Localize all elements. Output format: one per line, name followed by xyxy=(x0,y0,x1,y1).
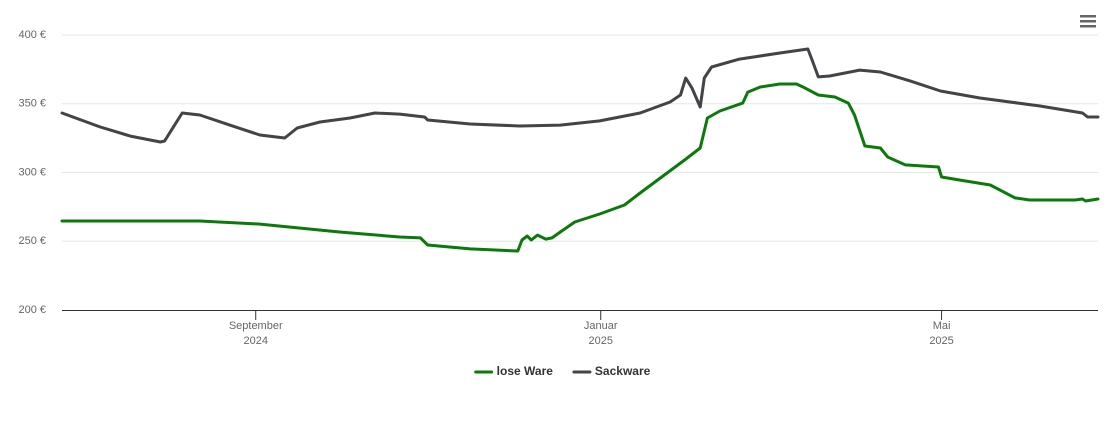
menu-bar xyxy=(1080,25,1096,28)
series-line xyxy=(60,82,1100,253)
x-tick-label: September 2024 xyxy=(229,320,283,347)
x-tick-label: Mai 2025 xyxy=(929,320,953,347)
legend-label: Sackware xyxy=(595,364,651,378)
menu-button[interactable] xyxy=(1080,15,1096,28)
series-line xyxy=(60,47,1100,144)
legend-label: lose Ware xyxy=(497,364,554,378)
y-tick-label: 350 € xyxy=(18,98,46,110)
y-tick-label: 200 € xyxy=(18,304,46,316)
menu-bar xyxy=(1080,15,1096,18)
y-tick-label: 400 € xyxy=(18,29,46,41)
legend-item[interactable]: Sackware xyxy=(572,364,651,378)
legend: lose Ware Sackware xyxy=(474,364,651,378)
y-tick-label: 250 € xyxy=(18,235,46,247)
x-tick-label: Januar 2025 xyxy=(584,320,618,347)
menu-bar xyxy=(1080,20,1096,23)
y-tick-label: 300 € xyxy=(18,166,46,178)
legend-item[interactable]: lose Ware xyxy=(474,364,554,378)
